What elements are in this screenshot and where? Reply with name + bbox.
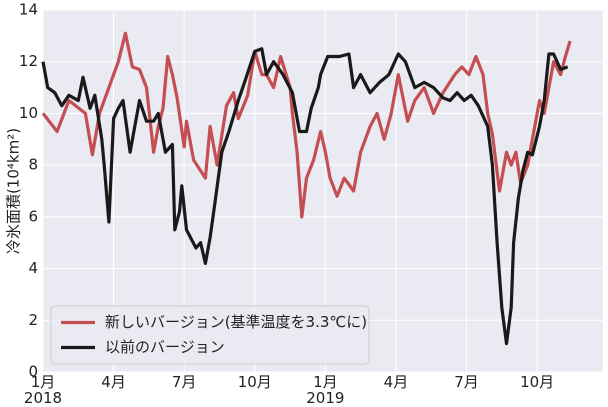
x-tick-label: 1月 2018 [23,373,63,407]
legend-label: 以前のバージョン [105,338,225,356]
y-tick-label: 10 [19,104,38,122]
x-tick-label: 1月 2019 [306,373,345,407]
y-tick-label: 14 [19,1,38,19]
y-tick-label: 0 [28,363,38,381]
y-tick-label: 4 [28,259,38,277]
y-axis-label: 冷氷面積(10⁴km²) [5,128,23,254]
legend-box [50,305,370,365]
y-tick-label: 12 [19,52,38,70]
y-tick-label: 2 [28,311,38,329]
x-tick-label: 10月 [237,373,272,391]
legend-label: 新しいバージョン(基準温度を3.3℃に) [105,313,367,331]
y-tick-label: 6 [28,207,38,225]
x-tick-label: 7月 [171,373,197,391]
series-line [41,31,572,219]
x-tick-label: 4月 [101,373,126,391]
series-line [41,47,569,346]
x-tick-label: 10月 [520,373,555,391]
y-tick-label: 8 [28,156,38,174]
x-tick-label: 7月 [454,373,479,391]
x-tick-label: 4月 [383,373,409,391]
